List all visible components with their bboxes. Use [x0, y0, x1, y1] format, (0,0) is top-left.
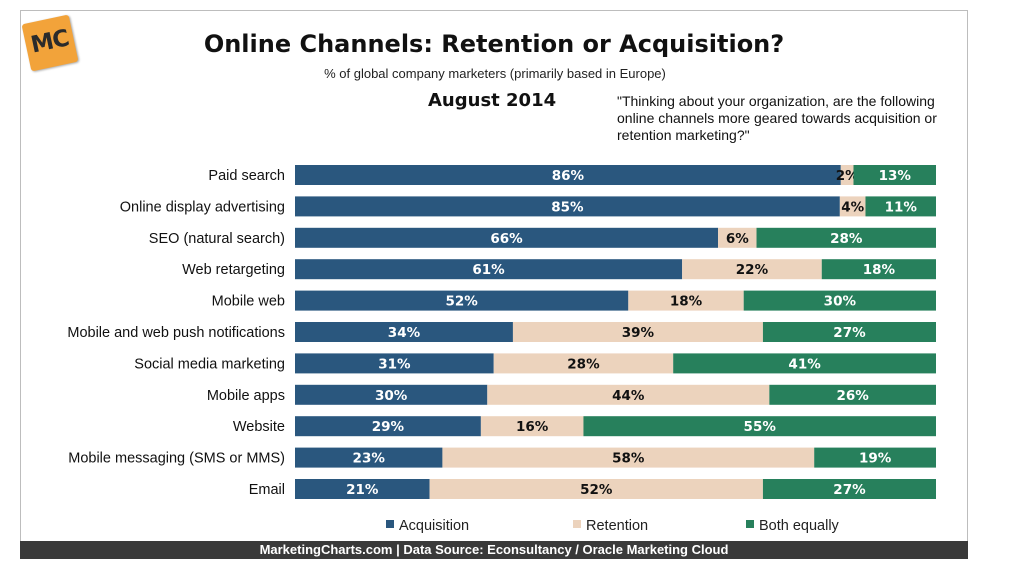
- survey-question: "Thinking about your organization, are t…: [617, 93, 937, 143]
- bar-segment-acquisition-online-display-advertising: [295, 196, 840, 217]
- bar-segment-both-equally-mobile-apps: [769, 384, 936, 405]
- bar-segment-both-equally-seo-natural-search: [756, 227, 936, 248]
- chart-title: Online Channels: Retention or Acquisitio…: [203, 30, 785, 58]
- bar-segment-acquisition-email: [295, 479, 430, 499]
- data-label-retention-mobile-apps: 44%: [612, 388, 645, 404]
- data-label-retention-seo-natural-search: 6%: [726, 231, 749, 247]
- bar-segment-both-equally-email: [762, 479, 936, 499]
- category-label-online-display-advertising: Online display advertising: [120, 199, 285, 215]
- category-label-social-media-marketing: Social media marketing: [134, 356, 285, 372]
- data-label-both-equally-mobile-apps: 26%: [837, 388, 870, 404]
- bar-segment-retention-web-retargeting: [682, 259, 822, 280]
- data-label-retention-mobile-web: 18%: [670, 294, 703, 310]
- data-label-acquisition-online-display-advertising: 85%: [551, 199, 584, 215]
- bar-segment-retention-seo-natural-search: [718, 227, 757, 248]
- bar-segment-both-equally-web-retargeting: [821, 259, 936, 280]
- bar-segment-both-equally-mobile-web: [743, 290, 936, 311]
- data-label-both-equally-seo-natural-search: 28%: [830, 231, 863, 247]
- category-label-mobile-and-web-push-notifications: Mobile and web push notifications: [67, 325, 285, 341]
- data-label-both-equally-mobile-messaging-sms-or-mms: 19%: [859, 451, 892, 467]
- bar-segment-retention-online-display-advertising: [839, 196, 866, 217]
- bar-segment-both-equally-social-media-marketing: [673, 353, 936, 374]
- data-label-acquisition-mobile-messaging-sms-or-mms: 23%: [353, 451, 386, 467]
- data-label-both-equally-web-retargeting: 18%: [863, 262, 896, 278]
- bar-segment-retention-mobile-apps: [487, 384, 770, 405]
- legend-label-both-equally: Both equally: [759, 518, 840, 534]
- data-label-retention-social-media-marketing: 28%: [567, 356, 600, 372]
- data-label-acquisition-mobile-and-web-push-notifications: 34%: [388, 325, 421, 341]
- data-label-retention-mobile-and-web-push-notifications: 39%: [622, 325, 655, 341]
- category-label-seo-natural-search: SEO (natural search): [149, 231, 285, 247]
- legend-swatch-retention: [573, 520, 581, 528]
- data-label-acquisition-website: 29%: [372, 419, 405, 435]
- bar-segment-retention-mobile-web: [628, 290, 744, 311]
- source-footer: MarketingCharts.com | Data Source: Econs…: [20, 541, 968, 559]
- bar-segment-acquisition-mobile-apps: [295, 384, 488, 405]
- data-label-both-equally-mobile-web: 30%: [824, 294, 857, 310]
- bar-segment-acquisition-paid-search: [295, 165, 841, 185]
- category-label-mobile-web: Mobile web: [212, 294, 285, 310]
- chart-subtitle: % of global company marketers (primarily…: [324, 66, 666, 81]
- bar-segment-retention-mobile-messaging-sms-or-mms: [442, 447, 815, 468]
- data-label-both-equally-email: 27%: [833, 482, 866, 498]
- category-label-web-retargeting: Web retargeting: [182, 262, 285, 278]
- bar-segment-acquisition-seo-natural-search: [295, 227, 719, 248]
- data-label-retention-online-display-advertising: 4%: [841, 199, 864, 215]
- category-label-paid-search: Paid search: [208, 168, 285, 184]
- bar-segment-both-equally-mobile-messaging-sms-or-mms: [814, 447, 936, 468]
- bar-segment-retention-social-media-marketing: [493, 353, 674, 374]
- bar-segment-both-equally-paid-search: [853, 165, 936, 185]
- data-label-retention-web-retargeting: 22%: [736, 262, 769, 278]
- data-label-both-equally-online-display-advertising: 11%: [885, 199, 918, 215]
- bar-segment-acquisition-website: [295, 416, 481, 437]
- data-label-retention-website: 16%: [516, 419, 549, 435]
- data-label-acquisition-web-retargeting: 61%: [472, 262, 505, 278]
- data-label-both-equally-website: 55%: [744, 419, 777, 435]
- legend-swatch-both-equally: [746, 520, 754, 528]
- bar-segment-acquisition-mobile-and-web-push-notifications: [295, 322, 513, 342]
- bar-segment-acquisition-web-retargeting: [295, 259, 683, 280]
- bar-segment-retention-paid-search: [840, 165, 854, 185]
- category-label-email: Email: [249, 482, 285, 498]
- data-label-acquisition-email: 21%: [346, 482, 379, 498]
- bar-segment-acquisition-mobile-web: [295, 290, 629, 311]
- data-label-acquisition-seo-natural-search: 66%: [490, 231, 523, 247]
- bar-segment-retention-mobile-and-web-push-notifications: [512, 322, 763, 342]
- bar-segment-acquisition-mobile-messaging-sms-or-mms: [295, 447, 443, 468]
- legend-label-acquisition: Acquisition: [399, 518, 469, 534]
- data-label-retention-paid-search: 2%: [836, 168, 859, 184]
- bar-segment-both-equally-online-display-advertising: [865, 196, 936, 217]
- data-label-both-equally-paid-search: 13%: [879, 168, 912, 184]
- category-label-website: Website: [233, 419, 285, 435]
- bar-segment-both-equally-mobile-and-web-push-notifications: [762, 322, 936, 342]
- category-label-mobile-messaging-sms-or-mms: Mobile messaging (SMS or MMS): [68, 451, 285, 467]
- category-label-mobile-apps: Mobile apps: [207, 388, 285, 404]
- legend-swatch-acquisition: [386, 520, 394, 528]
- bar-segment-retention-email: [429, 479, 763, 499]
- bar-segment-acquisition-social-media-marketing: [295, 353, 494, 374]
- data-label-both-equally-mobile-and-web-push-notifications: 27%: [833, 325, 866, 341]
- bar-segment-both-equally-website: [583, 416, 936, 437]
- legend-label-retention: Retention: [586, 518, 648, 534]
- chart-date: August 2014: [428, 90, 557, 111]
- data-label-both-equally-social-media-marketing: 41%: [788, 356, 821, 372]
- data-label-acquisition-social-media-marketing: 31%: [378, 356, 411, 372]
- data-label-retention-mobile-messaging-sms-or-mms: 58%: [612, 451, 645, 467]
- data-label-acquisition-paid-search: 86%: [552, 168, 585, 184]
- data-label-retention-email: 52%: [580, 482, 613, 498]
- data-label-acquisition-mobile-apps: 30%: [375, 388, 408, 404]
- bar-segment-retention-website: [480, 416, 584, 437]
- data-label-acquisition-mobile-web: 52%: [445, 294, 478, 310]
